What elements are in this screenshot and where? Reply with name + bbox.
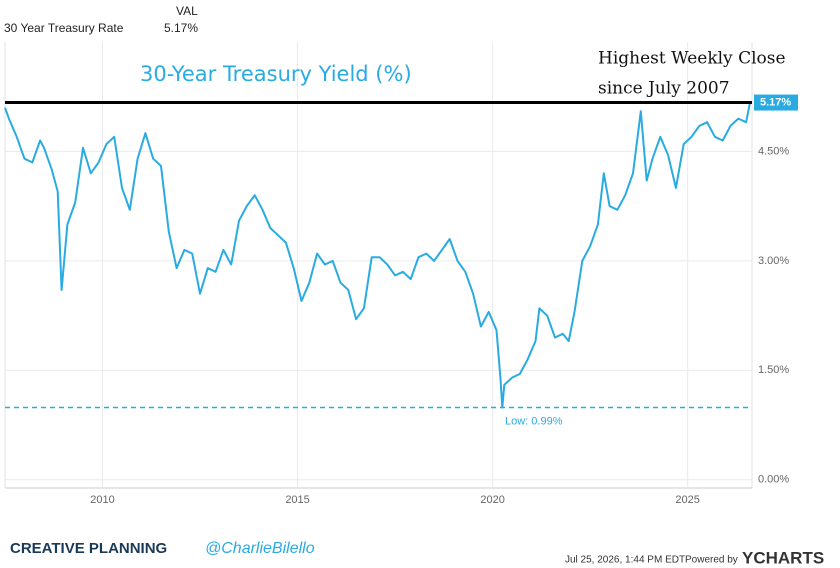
header-value: 5.17% <box>164 21 198 35</box>
x-tick-label: 2025 <box>675 494 699 506</box>
brand: CREATIVE PLANNING <box>10 540 167 557</box>
ycharts-logo: YCHARTS <box>742 548 824 567</box>
annotation: since July 2007 <box>598 79 730 99</box>
last-value-label: 5.17% <box>760 96 791 108</box>
header-column: VAL <box>176 4 198 18</box>
data-line <box>4 102 751 409</box>
powered-by: Powered by <box>685 555 738 566</box>
timestamp: Jul 25, 2026, 1:44 PM EDT <box>565 555 685 566</box>
chart-title: 30-Year Treasury Yield (%) <box>140 62 412 86</box>
y-tick-label: 1.50% <box>758 364 789 376</box>
y-tick-label: 0.00% <box>758 474 789 486</box>
last-value-badge <box>754 94 798 111</box>
y-tick-label: 3.00% <box>758 255 789 267</box>
annotation: Highest Weekly Close <box>598 49 786 69</box>
handle: @CharlieBilello <box>205 540 315 557</box>
x-tick-label: 2010 <box>90 494 114 506</box>
x-tick-label: 2020 <box>480 494 504 506</box>
annotation: Low: 0.99% <box>505 415 563 427</box>
y-tick-label: 4.50% <box>758 145 789 157</box>
header-series: 30 Year Treasury Rate <box>4 21 124 35</box>
x-tick-label: 2015 <box>285 494 309 506</box>
